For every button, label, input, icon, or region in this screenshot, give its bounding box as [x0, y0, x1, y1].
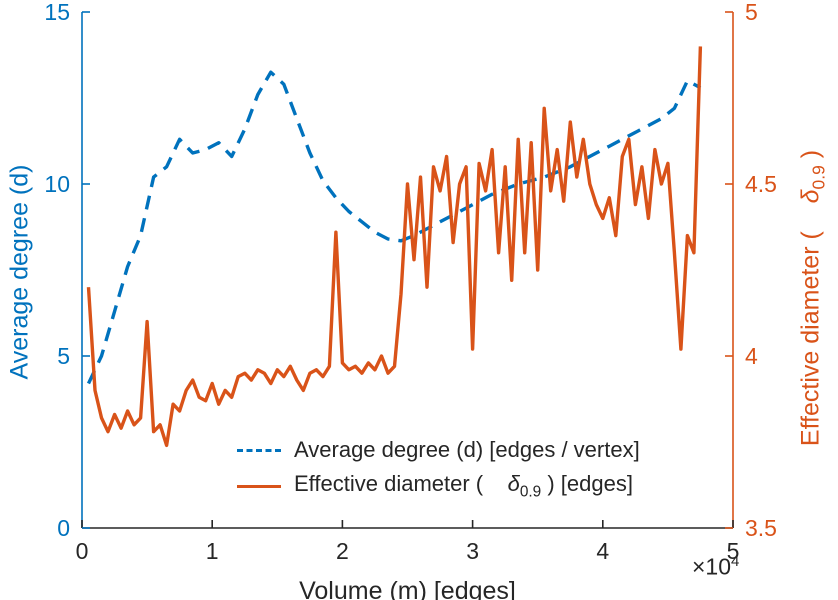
left-tick-label: 5 — [57, 343, 70, 369]
x-tick-label: 2 — [336, 538, 349, 564]
legend-item-effective-diameter: Effective diameter ( δ0.9 ) [edges] — [237, 471, 640, 501]
left-tick-label: 15 — [44, 0, 70, 25]
x-tick-label: 5 — [727, 538, 740, 564]
legend-delta-subscript: 0.9 — [519, 483, 542, 501]
legend-item-average-degree: Average degree (d) [edges / vertex] — [237, 437, 640, 463]
legend: Average degree (d) [edges / vertex] Effe… — [237, 437, 640, 501]
x-tick-label: 0 — [76, 538, 89, 564]
right-axis-title-suffix: ) — [796, 149, 825, 166]
series-line-effective-diameter — [86, 46, 703, 448]
right-axis-title: Effective diameter ( δ0.9 ) — [797, 0, 830, 598]
right-tick-label: 4.5 — [745, 171, 777, 197]
legend-line-average-degree-icon — [237, 448, 281, 452]
x-axis-exponent: ×104 — [692, 553, 739, 581]
x-axis-title: Volume (m) [edges] — [299, 577, 516, 600]
left-tick-label: 10 — [44, 171, 70, 197]
right-tick-label: 5 — [745, 0, 758, 25]
legend-label-average-degree: Average degree (d) [edges / vertex] — [294, 437, 640, 462]
x-axis-exponent-power: 4 — [731, 553, 740, 570]
right-tick-label: 4 — [745, 343, 758, 369]
delta-subscript: 0.9 — [808, 165, 829, 190]
legend-delta-symbol: δ — [507, 470, 520, 496]
right-tick-label: 3.5 — [745, 515, 777, 541]
x-tick-label: 3 — [466, 538, 479, 564]
delta-symbol: δ — [796, 189, 825, 204]
left-axis-title: Average degree (d) — [5, 164, 34, 380]
right-axis-title-prefix: Effective diameter ( — [796, 203, 825, 447]
legend-label-prefix: Effective diameter ( — [294, 470, 508, 496]
x-tick-label: 1 — [206, 538, 219, 564]
left-tick-label: 0 — [57, 515, 70, 541]
x-axis-exponent-base: ×10 — [692, 553, 732, 580]
legend-line-effective-diameter-icon — [237, 484, 281, 488]
x-tick-label: 4 — [596, 538, 609, 564]
series-line-average-degree — [86, 70, 702, 385]
legend-label-effective-diameter: Effective diameter ( δ0.9 ) [edges] — [294, 471, 633, 501]
legend-label-suffix: ) [edges] — [541, 470, 633, 496]
